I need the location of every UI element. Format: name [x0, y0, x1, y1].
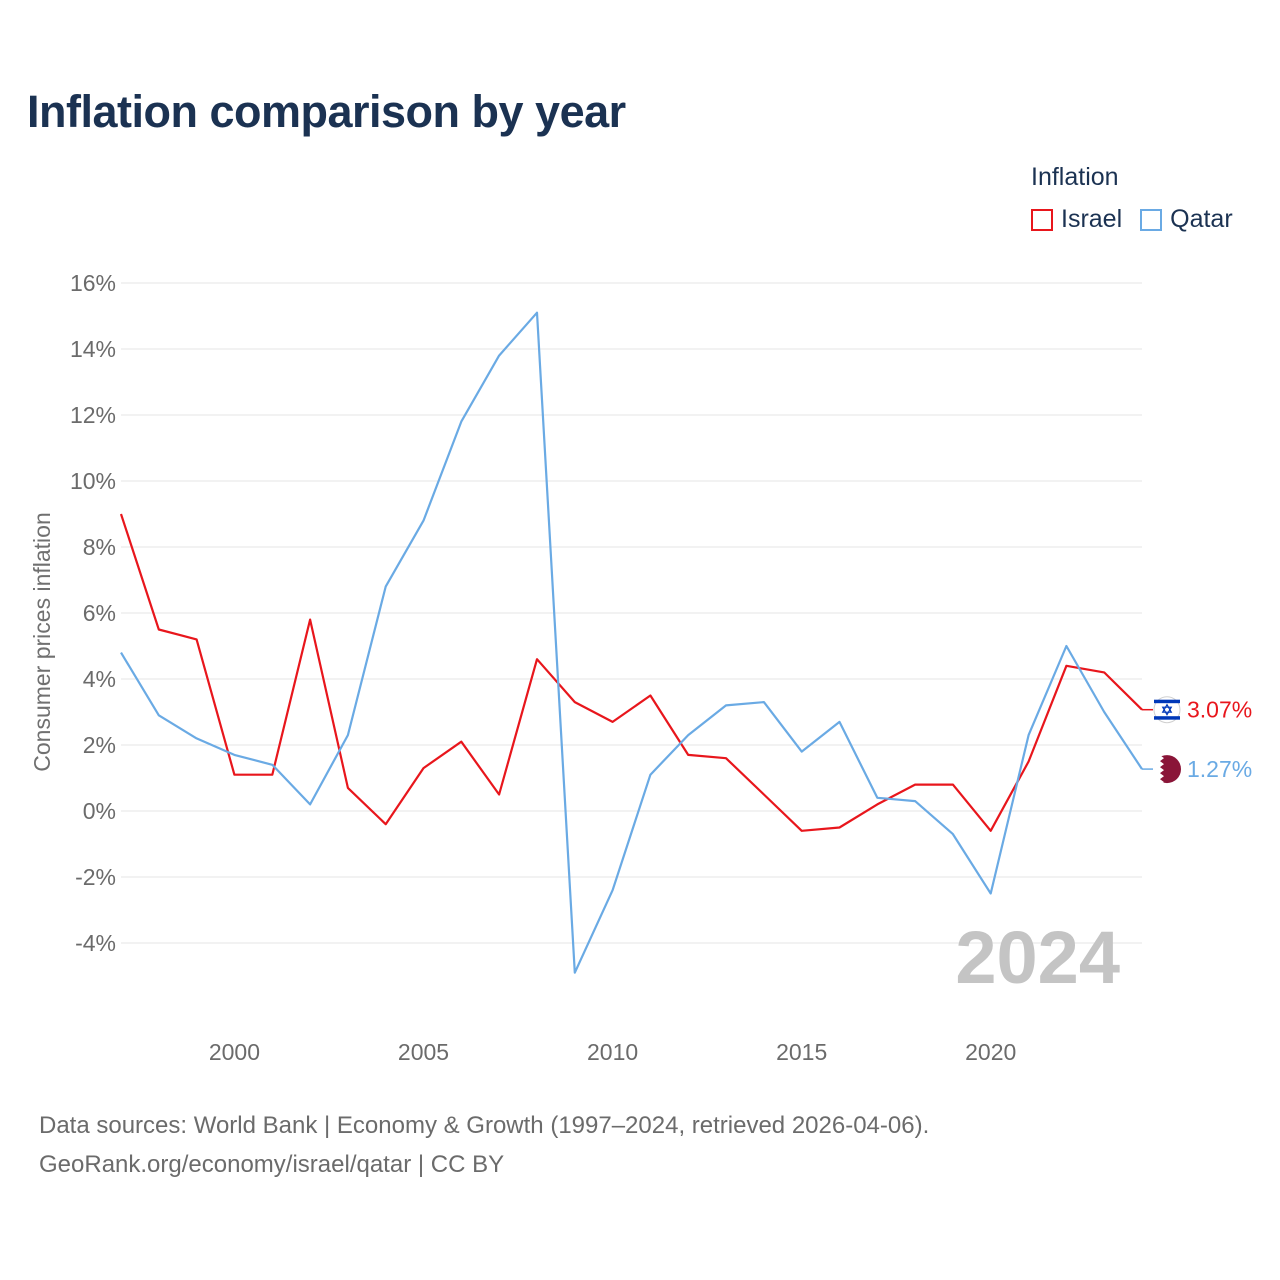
year-watermark: 2024 — [955, 916, 1120, 999]
footer: Data sources: World Bank | Economy & Gro… — [39, 1106, 929, 1184]
y-tick-label: 4% — [83, 666, 116, 692]
x-tick-label: 2020 — [965, 1039, 1016, 1065]
footer-link[interactable]: GeoRank.org/economy/israel/qatar | CC BY — [39, 1151, 505, 1178]
x-tick-label: 2000 — [209, 1039, 260, 1065]
x-tick-label: 2005 — [398, 1039, 449, 1065]
series-line-israel[interactable] — [119, 513, 1143, 832]
y-tick-label: 2% — [83, 732, 116, 758]
series-line-qatar[interactable] — [120, 311, 1143, 974]
y-axis-ticks: 16% 14% 12% 10% 8% 6% 4% 2% 0% -2% -4% — [70, 270, 116, 956]
series-lines — [119, 311, 1143, 974]
x-axis-ticks: 2000 2005 2010 2015 2020 — [209, 1039, 1016, 1065]
legend: Israel Qatar — [1031, 205, 1233, 234]
y-tick-label: -2% — [75, 864, 116, 890]
y-tick-label: 10% — [70, 468, 116, 494]
y-tick-label: 6% — [83, 600, 116, 626]
y-tick-label: 8% — [83, 534, 116, 560]
y-tick-label: 0% — [83, 798, 116, 824]
legend-item-israel[interactable]: Israel — [1031, 205, 1122, 234]
end-value-label-israel: 3.07% — [1187, 697, 1252, 723]
inflation-line-chart: 16% 14% 12% 10% 8% 6% 4% 2% 0% -2% -4% 2000 2005 201… — [29, 270, 1252, 1065]
chart-title: Inflation comparison by year — [27, 86, 626, 137]
y-axis-label: Consumer prices inflation — [29, 512, 55, 772]
y-tick-label: -4% — [75, 930, 116, 956]
legend-title: Inflation — [1031, 163, 1119, 191]
y-tick-label: 12% — [70, 402, 116, 428]
qatar-flag-icon — [1153, 755, 1181, 784]
footer-source: Data sources: World Bank | Economy & Gro… — [39, 1112, 930, 1139]
legend-label-qatar: Qatar — [1170, 205, 1233, 233]
series-end-markers: 3.07% 1.27% — [1142, 696, 1252, 784]
y-tick-label: 14% — [70, 336, 116, 362]
x-tick-label: 2015 — [776, 1039, 827, 1065]
legend-swatch-israel — [1031, 208, 1053, 231]
x-tick-label: 2010 — [587, 1039, 638, 1065]
gridlines — [121, 282, 1142, 944]
legend-label-israel: Israel — [1061, 205, 1123, 233]
y-tick-label: 16% — [70, 270, 116, 296]
legend-item-qatar[interactable]: Qatar — [1140, 205, 1233, 234]
legend-swatch-qatar — [1140, 208, 1163, 231]
end-value-label-qatar: 1.27% — [1187, 756, 1252, 782]
israel-flag-icon — [1153, 696, 1181, 724]
